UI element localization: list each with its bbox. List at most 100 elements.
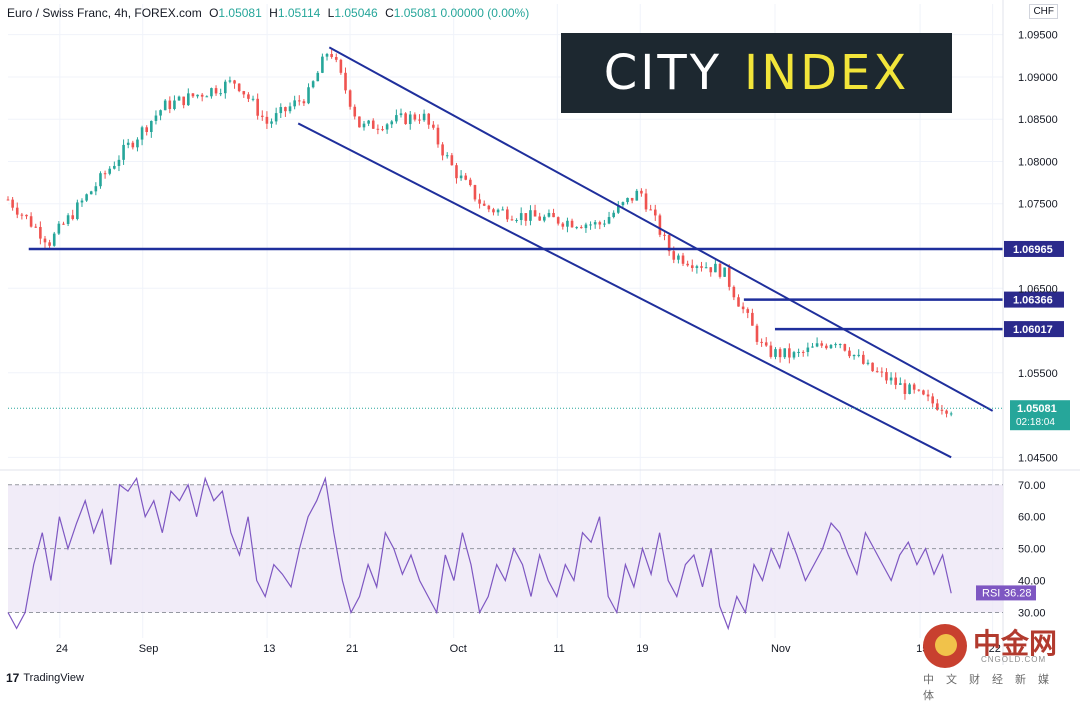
candle-body: [880, 371, 884, 373]
candle: [191, 93, 195, 98]
candle-body: [737, 297, 740, 307]
candle: [778, 347, 782, 363]
candle: [265, 111, 269, 129]
candle: [145, 125, 149, 136]
candle: [774, 347, 777, 360]
currency-badge[interactable]: CHF: [1029, 4, 1058, 19]
candle: [704, 262, 708, 269]
candle: [677, 253, 680, 264]
candle: [131, 140, 135, 150]
candle-body: [150, 120, 153, 132]
candle-body: [561, 223, 565, 227]
candle: [556, 216, 560, 226]
candle-body: [575, 227, 578, 229]
candle: [390, 120, 394, 129]
candle: [621, 201, 625, 208]
candle-body: [533, 210, 537, 217]
candle: [408, 110, 412, 130]
candle: [940, 404, 944, 415]
candle-body: [145, 127, 149, 132]
candle: [339, 58, 343, 75]
candle-body: [395, 115, 398, 122]
candle-body: [432, 124, 435, 128]
candle: [284, 106, 287, 117]
candle: [714, 259, 717, 273]
candle: [210, 87, 213, 99]
candle-body: [723, 267, 726, 277]
candle: [857, 349, 861, 358]
candle-body: [455, 165, 458, 179]
candle-body: [339, 59, 343, 73]
candle: [270, 118, 273, 128]
candle: [76, 199, 79, 221]
candle: [547, 209, 551, 218]
candle: [395, 109, 398, 124]
candle-body: [39, 226, 42, 239]
candle: [885, 368, 888, 384]
coin-logo-inner-icon: [935, 634, 957, 656]
candle-body: [871, 362, 874, 372]
candle: [293, 95, 296, 110]
candle-body: [552, 212, 555, 218]
candle-body: [265, 116, 269, 124]
candle-body: [427, 113, 431, 125]
candle-body: [875, 371, 879, 373]
candle-body: [815, 343, 819, 347]
level-price-label: 1.06017: [1013, 324, 1053, 336]
candle-body: [630, 197, 634, 201]
candle: [732, 285, 736, 301]
candle-body: [593, 222, 597, 225]
candle-body: [496, 209, 500, 213]
candle: [533, 204, 537, 217]
candle-body: [487, 205, 491, 210]
candle-body: [677, 255, 680, 260]
candle-body: [580, 227, 583, 229]
candle-body: [746, 309, 750, 313]
candle-body: [797, 351, 800, 353]
candle: [695, 264, 699, 274]
candle-body: [288, 106, 292, 112]
candle-body: [311, 81, 315, 88]
candle: [538, 212, 541, 221]
candle: [783, 348, 787, 360]
candle: [760, 338, 763, 347]
candle-body: [672, 251, 676, 260]
candle: [663, 230, 666, 241]
candle-body: [695, 266, 699, 268]
candle: [797, 348, 800, 357]
candle-body: [778, 349, 782, 358]
candle: [644, 188, 648, 212]
candle: [48, 239, 51, 250]
candle: [260, 110, 264, 121]
candle-body: [626, 197, 629, 203]
candle-body: [122, 144, 125, 160]
candle-body: [177, 96, 181, 101]
tradingview-brand[interactable]: 17 TradingView: [6, 671, 84, 685]
candle: [150, 120, 153, 138]
candle: [6, 196, 10, 201]
candle: [94, 182, 98, 196]
candle-body: [908, 384, 911, 394]
candle-body: [274, 113, 278, 122]
candle-body: [228, 80, 232, 82]
price-axis-tick: 1.09500: [1018, 30, 1058, 42]
candle-body: [20, 214, 24, 216]
candle: [154, 110, 158, 125]
candle-body: [899, 383, 902, 385]
candle: [469, 177, 472, 187]
candle-body: [159, 110, 162, 116]
candle-body: [367, 120, 370, 124]
candle-body: [62, 223, 65, 225]
candle-body: [926, 394, 930, 397]
price-axis-tick: 1.09000: [1018, 72, 1058, 84]
candle: [769, 341, 773, 359]
candle-body: [543, 216, 546, 221]
candle: [367, 119, 370, 127]
candle: [589, 221, 592, 230]
candle: [866, 359, 870, 366]
candle: [931, 393, 934, 408]
candle-body: [801, 351, 805, 353]
candles-layer: [6, 49, 953, 418]
logo-word-city: CITY: [603, 45, 723, 101]
candle-body: [459, 175, 463, 179]
